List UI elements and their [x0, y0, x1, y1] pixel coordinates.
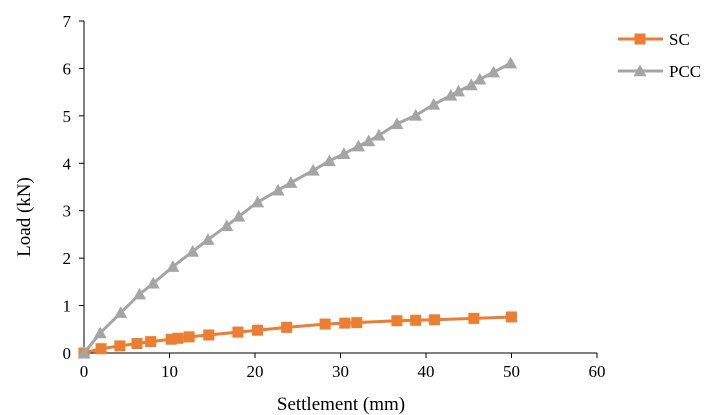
y-tick-label: 0 [63, 344, 72, 363]
legend-item-pcc: PCC [618, 62, 701, 81]
y-tick-label: 2 [63, 249, 72, 268]
data-point-sc [468, 312, 480, 324]
data-point-pcc [146, 276, 160, 289]
data-point-pcc [487, 65, 501, 78]
data-point-pcc [351, 139, 365, 152]
legend-item-sc: SC [618, 30, 690, 49]
data-point-pcc [271, 183, 285, 196]
data-point-pcc [444, 88, 458, 101]
y-tick-label: 4 [63, 154, 72, 173]
data-point-pcc [284, 176, 298, 188]
data-point-pcc [504, 56, 518, 69]
x-tick-label: 60 [589, 362, 606, 381]
data-point-sc [165, 333, 177, 345]
data-point-pcc [322, 154, 336, 167]
legend: SC PCC [618, 30, 701, 81]
data-point-pcc [390, 117, 404, 130]
data-point-pcc [232, 209, 246, 222]
data-point-pcc [93, 326, 107, 339]
data-point-pcc [337, 147, 351, 159]
y-tick-label: 7 [63, 12, 72, 31]
data-point-sc [183, 331, 195, 343]
series-line-sc [83, 315, 512, 355]
data-point-sc [410, 314, 422, 326]
data-point-sc [114, 340, 126, 352]
data-point-sc [319, 318, 331, 330]
data-point-sc [172, 332, 184, 344]
y-axis-ticks: 0 1 2 3 4 5 6 7 [63, 12, 84, 363]
data-point-sc [203, 329, 215, 341]
data-point-sc [145, 336, 157, 348]
legend-marker-sc [634, 33, 646, 45]
data-point-sc [131, 338, 143, 350]
data-point-sc [95, 343, 107, 355]
data-point-pcc [186, 245, 200, 257]
data-point-pcc [77, 346, 91, 359]
data-point-pcc [220, 219, 234, 232]
series-line-pcc [82, 61, 512, 354]
data-point-pcc [464, 78, 478, 91]
data-point-pcc [473, 72, 487, 85]
x-axis-ticks: 0 10 20 30 40 50 60 [80, 353, 606, 381]
plot-area [83, 21, 597, 354]
series-layer [77, 56, 518, 359]
x-tick-label: 20 [247, 362, 264, 381]
legend-marker-pcc [633, 64, 647, 77]
data-point-sc [252, 324, 264, 336]
data-point-sc [506, 311, 517, 323]
y-tick-label: 5 [63, 107, 72, 126]
data-point-sc [281, 321, 293, 333]
data-point-pcc [201, 233, 215, 245]
data-point-pcc [133, 287, 147, 300]
data-point-sc [351, 317, 363, 329]
data-point-sc [429, 314, 441, 326]
y-tick-label: 1 [63, 297, 72, 316]
y-axis-label: Load (kN) [14, 177, 35, 257]
data-point-pcc [166, 260, 180, 272]
data-point-sc [391, 315, 403, 327]
x-tick-label: 30 [332, 362, 349, 381]
x-tick-label: 10 [161, 362, 178, 381]
x-axis-label: Settlement (mm) [277, 394, 405, 415]
data-point-pcc [251, 195, 265, 208]
legend-label-sc: SC [669, 30, 690, 49]
series-pcc [77, 56, 518, 359]
data-point-pcc [114, 306, 128, 318]
y-tick-label: 3 [63, 202, 72, 221]
data-point-pcc [451, 84, 465, 97]
y-tick-label: 6 [63, 59, 72, 78]
x-tick-label: 0 [80, 362, 89, 381]
data-point-pcc [362, 134, 376, 147]
data-point-pcc [306, 163, 320, 176]
series-sc [78, 311, 517, 359]
data-point-pcc [409, 108, 423, 121]
legend-label-pcc: PCC [669, 62, 701, 81]
data-point-pcc [427, 97, 441, 110]
x-tick-label: 50 [503, 362, 520, 381]
data-point-sc [339, 317, 351, 329]
x-tick-label: 40 [418, 362, 435, 381]
data-point-sc [232, 326, 244, 338]
data-point-pcc [372, 128, 386, 141]
